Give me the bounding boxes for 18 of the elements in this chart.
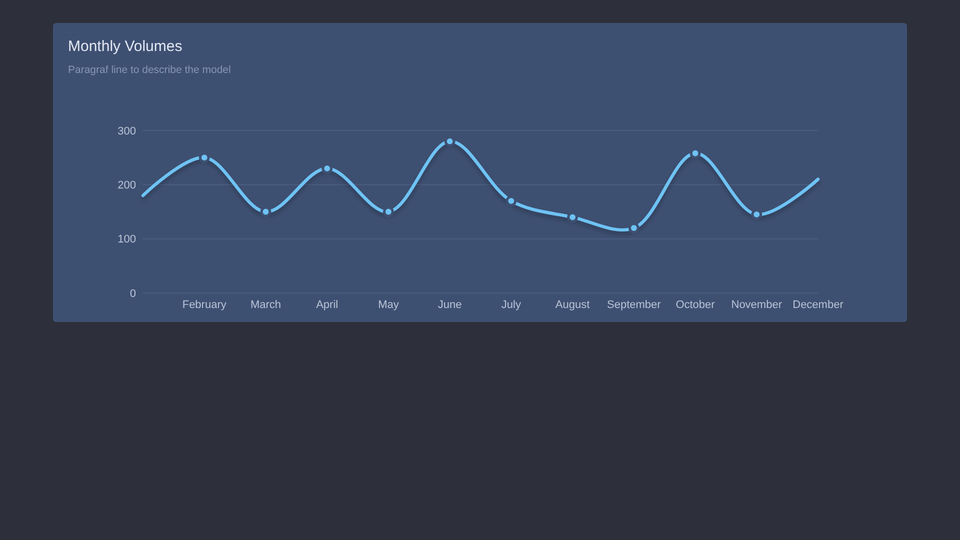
y-tick-label: 100 (118, 234, 136, 246)
x-tick-label: May (378, 299, 400, 311)
point (506, 195, 517, 206)
x-tick-label: September (607, 299, 662, 311)
x-tick-label: April (316, 299, 338, 311)
x-tick-label: July (501, 299, 522, 311)
x-tick-label: March (250, 299, 282, 311)
y-tick-label: 200 (118, 180, 136, 192)
x-tick-label: February (182, 299, 227, 311)
x-tick-label: August (555, 299, 590, 311)
x-tick-label: October (676, 299, 716, 311)
chart-title: Monthly Volumes (68, 38, 182, 55)
chart-subtitle: Paragraf line to describe the model (68, 64, 231, 76)
x-tick-label: November (731, 299, 782, 311)
x-tick-label: December (792, 299, 844, 311)
y-tick-label: 0 (130, 288, 136, 300)
x-tick-label: June (438, 299, 462, 311)
y-tick-label: 300 (118, 125, 136, 138)
